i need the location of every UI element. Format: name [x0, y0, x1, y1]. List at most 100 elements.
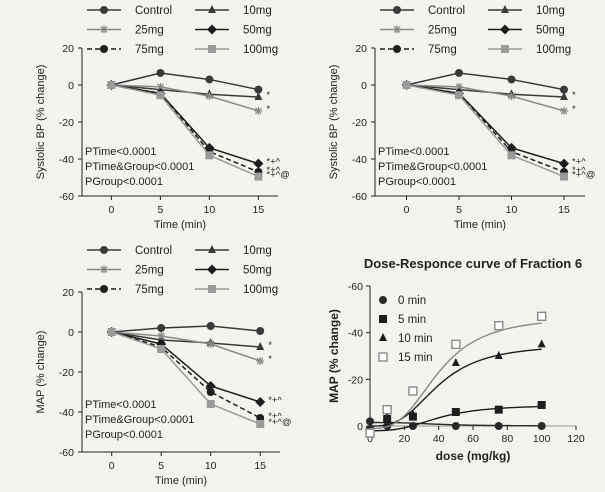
stats-text: PTime&Group<0.0001	[85, 161, 194, 173]
x-tick-label: 0	[109, 460, 115, 472]
data-point	[256, 342, 265, 350]
data-point	[156, 91, 165, 100]
stats-text: PTime&Group<0.0001	[85, 414, 194, 426]
legend-label: 10mg	[243, 245, 272, 257]
legend-label: 75mg	[135, 284, 164, 296]
y-tick-label: 0	[68, 80, 74, 92]
data-point	[507, 151, 516, 160]
legend-marker	[100, 6, 108, 14]
data-point	[451, 358, 460, 366]
legend-label: Control	[135, 245, 172, 257]
series-line	[111, 84, 259, 112]
data-point	[560, 172, 568, 181]
legend-marker	[501, 5, 509, 13]
x-axis-label: Time (min)	[155, 475, 207, 487]
data-point	[156, 82, 165, 91]
stats-text: PGroup<0.0001	[85, 429, 163, 441]
significance-label: *	[268, 354, 272, 365]
legend-item: 75mg	[380, 44, 457, 56]
data-point	[451, 339, 461, 350]
series-line	[111, 72, 259, 91]
legend-marker	[393, 6, 401, 14]
data-point	[256, 327, 265, 335]
legend-marker	[379, 315, 387, 323]
legend-label: 50mg	[243, 265, 272, 277]
legend-marker	[100, 45, 108, 53]
y-tick-label: -40	[59, 407, 74, 419]
y-tick-label: 20	[62, 287, 74, 299]
series-control	[107, 68, 263, 94]
significance-label: *+^	[572, 165, 586, 176]
x-tick-label: 10	[205, 460, 217, 472]
significance-label: *	[266, 104, 270, 115]
series-100mg: *+^@	[107, 328, 292, 428]
significance-label: *+^@	[268, 417, 291, 428]
data-point	[157, 324, 166, 332]
data-point	[455, 68, 463, 77]
series-line	[111, 331, 261, 348]
legend-marker	[100, 246, 108, 254]
series-line	[111, 331, 261, 362]
legend-marker	[100, 25, 108, 34]
series-line	[406, 84, 565, 173]
y-tick-label: -60	[348, 281, 363, 293]
legend-marker	[501, 45, 509, 53]
legend-item: 10mg	[195, 5, 272, 17]
data-point	[205, 75, 214, 84]
legend-item: 25mg	[87, 25, 164, 37]
legend-item: 75mg	[87, 44, 164, 56]
stats-text: PGroup<0.0001	[85, 176, 163, 188]
y-axis-label: Systolic BP (% change)	[35, 65, 47, 180]
x-tick-label: 0	[404, 204, 410, 216]
data-point	[451, 422, 460, 430]
legend-label: 10mg	[536, 5, 565, 17]
legend-marker	[207, 24, 217, 35]
data-point	[157, 332, 166, 340]
data-point	[537, 339, 546, 348]
data-point	[206, 340, 215, 348]
legend-item: Control	[380, 5, 465, 17]
data-point	[494, 351, 503, 359]
significance-label: *+^	[266, 157, 280, 168]
x-tick-label: 120	[567, 433, 585, 445]
legend-item: Control	[87, 5, 172, 17]
legend-label: Control	[135, 5, 172, 17]
stats-text: PTime&Group<0.0001	[378, 161, 487, 173]
y-tick-label: -60	[59, 447, 74, 459]
data-point	[559, 158, 569, 169]
x-tick-label: 5	[158, 460, 164, 472]
data-point	[408, 386, 418, 396]
y-tick-label: 20	[355, 43, 367, 55]
y-axis-label: MAP (% change)	[35, 331, 47, 414]
legend-marker	[379, 333, 387, 341]
data-point	[206, 388, 215, 396]
y-tick-label: 20	[62, 43, 74, 55]
data-point	[455, 91, 463, 100]
legend-label: 25mg	[135, 25, 164, 37]
legend-label: 50mg	[536, 25, 565, 37]
legend-item: 25mg	[380, 25, 457, 37]
legend-label: 100mg	[243, 284, 278, 296]
legend-marker	[393, 45, 401, 53]
legend-item: 10 min	[379, 333, 433, 345]
significance-label: *	[572, 104, 576, 115]
data-point	[494, 405, 503, 414]
data-point	[402, 81, 411, 89]
legend: 0 min 5 min 10 min 15 min	[378, 295, 433, 364]
data-point	[365, 428, 375, 438]
y-axis-label: Systolic BP (% change)	[328, 65, 340, 180]
legend-marker	[208, 5, 216, 13]
data-point	[206, 322, 215, 330]
legend-marker	[207, 264, 217, 275]
data-point	[366, 417, 374, 426]
legend-item: 10mg	[195, 245, 272, 257]
x-tick-label: 15	[558, 204, 570, 216]
data-point	[382, 404, 392, 415]
y-tick-label: -40	[59, 154, 74, 166]
series-10mg: *	[107, 80, 270, 101]
series-line	[111, 84, 259, 173]
series-line	[406, 84, 565, 178]
series-line	[111, 331, 261, 403]
series-100mg: *+^@	[107, 81, 290, 181]
significance-label: *+^	[266, 165, 280, 176]
